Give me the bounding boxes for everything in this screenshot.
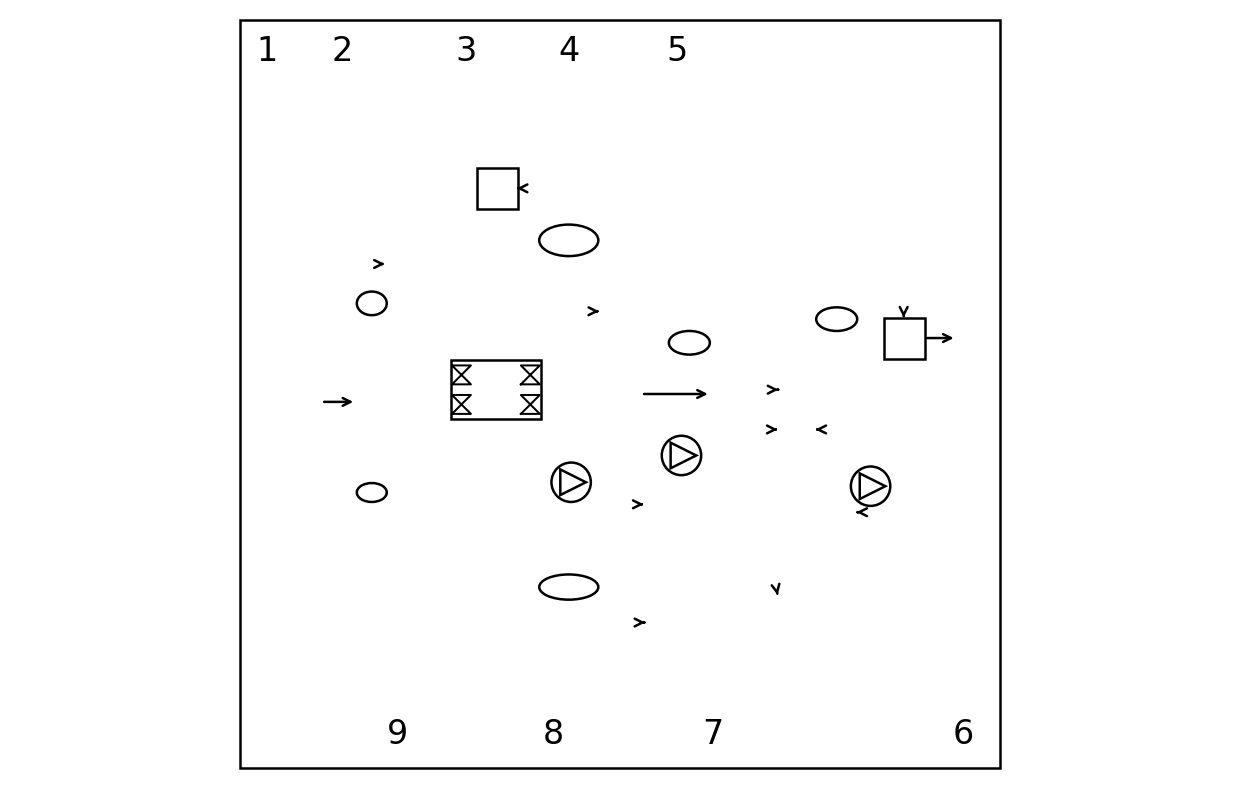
Text: 4: 4 xyxy=(558,35,579,68)
Bar xyxy=(450,360,541,419)
Text: 3: 3 xyxy=(456,35,477,68)
Text: 5: 5 xyxy=(666,35,687,68)
Text: 7: 7 xyxy=(702,718,724,751)
Ellipse shape xyxy=(816,307,857,331)
Ellipse shape xyxy=(539,574,599,600)
Bar xyxy=(476,168,517,209)
Text: 1: 1 xyxy=(257,35,278,68)
Text: 8: 8 xyxy=(542,718,564,751)
Text: 2: 2 xyxy=(332,35,353,68)
Bar xyxy=(884,318,925,359)
Ellipse shape xyxy=(357,292,387,315)
Text: 9: 9 xyxy=(387,718,408,751)
Ellipse shape xyxy=(357,483,387,502)
Ellipse shape xyxy=(668,331,709,355)
Text: 6: 6 xyxy=(952,718,973,751)
Ellipse shape xyxy=(539,225,599,256)
